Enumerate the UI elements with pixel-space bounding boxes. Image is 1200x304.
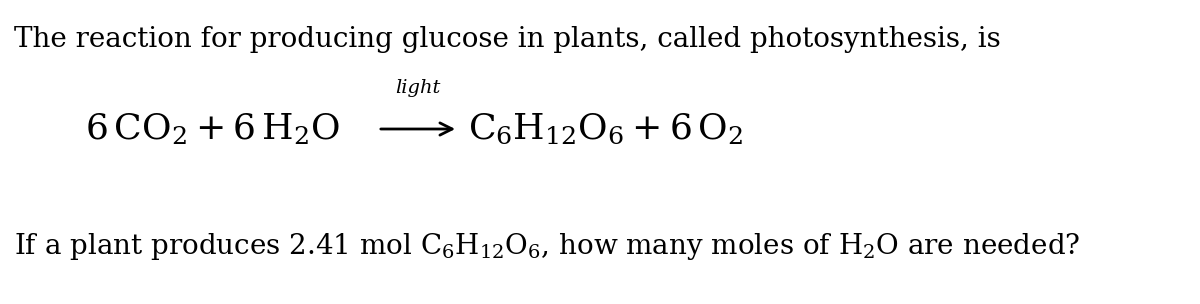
Text: light: light bbox=[395, 79, 440, 97]
Text: If a plant produces 2.41 mol $\mathregular{C_6H_{12}O_6}$, how many moles of $\m: If a plant produces 2.41 mol $\mathregul… bbox=[14, 231, 1080, 262]
Text: $\mathregular{C_6H_{12}O_6 + 6\,O_2}$: $\mathregular{C_6H_{12}O_6 + 6\,O_2}$ bbox=[468, 112, 744, 146]
Text: The reaction for producing glucose in plants, called photosynthesis, is: The reaction for producing glucose in pl… bbox=[14, 26, 1001, 53]
Text: $\mathregular{6\,CO_2 + 6\,H_2O}$: $\mathregular{6\,CO_2 + 6\,H_2O}$ bbox=[85, 111, 340, 147]
